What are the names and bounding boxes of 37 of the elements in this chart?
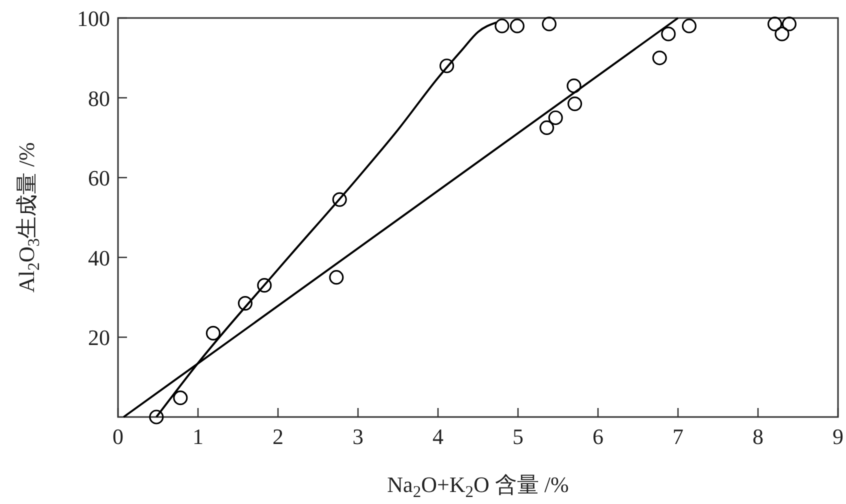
point (542, 16, 556, 32)
point (440, 58, 454, 74)
x-tick-label: 2 (272, 424, 284, 449)
y-tick-label: 100 (77, 6, 110, 31)
point (568, 96, 582, 112)
point (782, 16, 796, 32)
x-tick-label: 3 (352, 424, 364, 449)
x-tick-label: 4 (432, 424, 444, 449)
point (173, 390, 188, 406)
point (540, 120, 554, 136)
y-tick-label: 20 (88, 325, 110, 350)
point (329, 270, 344, 285)
point (510, 18, 524, 34)
point (238, 296, 252, 311)
point (661, 26, 676, 42)
y-tick-label: 80 (88, 86, 110, 111)
x-tick-label: 9 (832, 424, 844, 449)
point (494, 18, 510, 34)
point (206, 326, 220, 341)
point (774, 26, 790, 42)
point (332, 192, 347, 207)
y-tick-label: 60 (88, 166, 110, 191)
x-tick-label: 1 (192, 424, 204, 449)
x-axis-title: Na$_{2}$O+K$_{2}$O 含量 /% (387, 472, 569, 502)
point (652, 50, 667, 66)
x-tick-label: 6 (592, 424, 604, 449)
point (149, 410, 164, 424)
point (768, 16, 782, 32)
x-tick-label: 7 (672, 424, 684, 449)
x-tick-label: 0 (112, 424, 124, 449)
point (548, 110, 563, 126)
x-tick-label: 8 (752, 424, 764, 449)
point (566, 78, 582, 94)
point (257, 278, 272, 293)
y-tick-label: 40 (88, 245, 110, 270)
x-tick-label: 5 (512, 424, 524, 449)
point (682, 18, 696, 34)
